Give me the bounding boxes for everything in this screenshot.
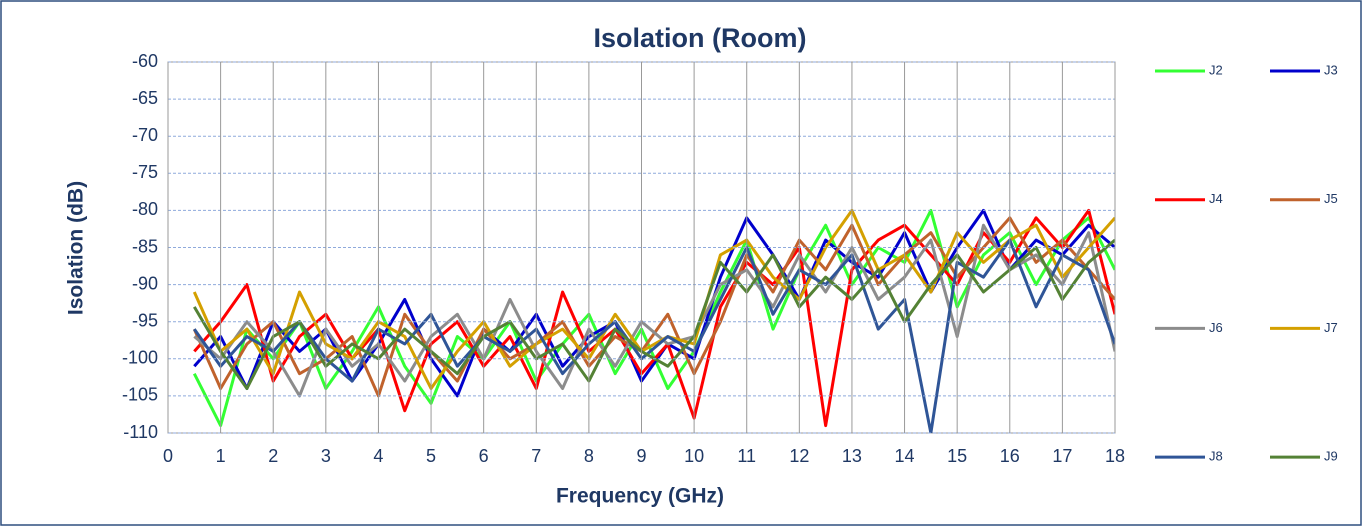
x-tick-label: 1	[216, 446, 226, 466]
x-tick-label: 10	[684, 446, 704, 466]
x-tick-label: 2	[268, 446, 278, 466]
series-line	[193, 223, 1115, 398]
legend-label: J2	[1209, 62, 1223, 77]
y-tick-label: -75	[132, 162, 158, 182]
x-tick-label: 7	[531, 446, 541, 466]
x-tick-label: 9	[636, 446, 646, 466]
legend-label: J9	[1324, 449, 1338, 464]
x-tick-label: 5	[426, 446, 436, 466]
x-tick-label: 6	[479, 446, 489, 466]
y-tick-label: -85	[132, 236, 158, 256]
x-tick-label: 14	[895, 446, 915, 466]
x-tick-label: 11	[737, 446, 756, 466]
x-tick-label: 3	[321, 446, 331, 466]
y-tick-label: -70	[132, 125, 158, 145]
series-line	[193, 238, 1115, 433]
x-tick-label: 8	[584, 446, 594, 466]
legend-label: J3	[1324, 62, 1338, 77]
legend-label: J5	[1324, 191, 1338, 206]
y-tick-label: -100	[122, 348, 158, 368]
x-tick-label: 0	[163, 446, 173, 466]
x-tick-label: 18	[1105, 446, 1125, 466]
y-tick-label: -60	[132, 51, 158, 71]
legend-label: J4	[1209, 191, 1223, 206]
x-tick-label: 13	[842, 446, 862, 466]
x-tick-label: 15	[947, 446, 967, 466]
y-tick-label: -95	[132, 310, 158, 330]
chart-title: Isolation (Room)	[594, 23, 807, 53]
x-tick-label: 16	[1000, 446, 1020, 466]
y-tick-label: -110	[123, 422, 158, 442]
y-tick-label: -90	[132, 273, 158, 293]
x-tick-label: 17	[1052, 446, 1072, 466]
x-tick-label: 12	[789, 446, 809, 466]
legend-label: J7	[1324, 320, 1338, 335]
y-tick-label: -105	[122, 385, 158, 405]
y-axis-label: Isolation (dB)	[65, 181, 88, 315]
legend-label: J6	[1209, 320, 1223, 335]
x-axis-label: Frequency (GHz)	[556, 485, 724, 508]
series-line	[192, 208, 1115, 390]
x-tick-label: 4	[373, 446, 383, 466]
series-line	[193, 208, 1115, 398]
y-tick-label: -65	[132, 88, 158, 108]
y-tick-label: -80	[132, 199, 158, 219]
legend-label: J8	[1209, 449, 1223, 464]
